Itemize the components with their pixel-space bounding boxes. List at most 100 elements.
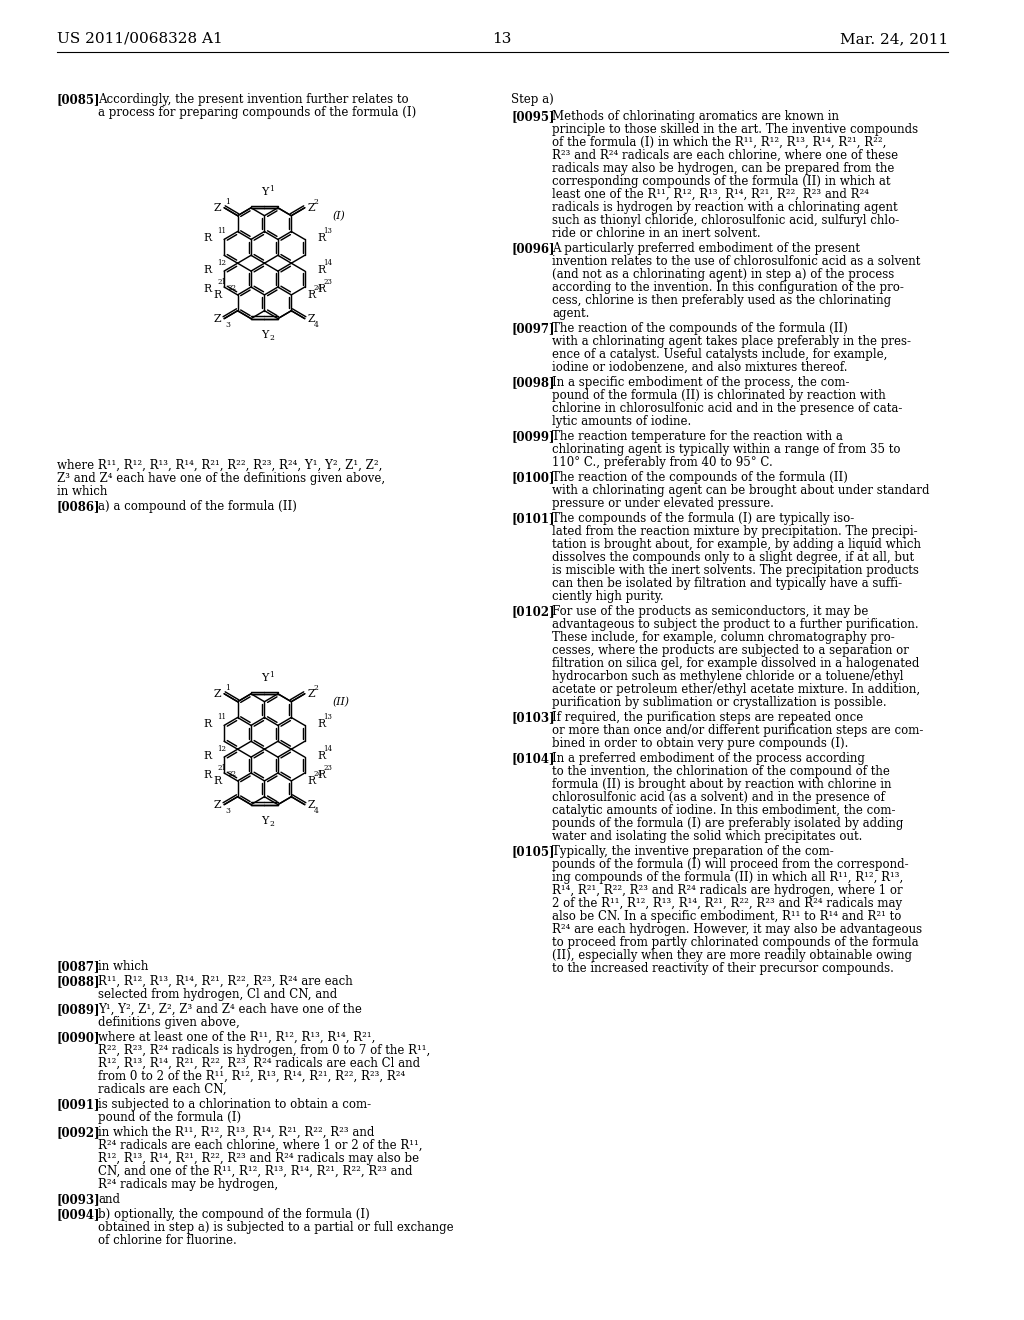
Text: 24: 24 [313,770,323,777]
Text: [0103]: [0103] [511,711,555,723]
Text: ciently high purity.: ciently high purity. [552,590,664,603]
Text: R: R [203,264,211,275]
Text: [0101]: [0101] [511,512,555,525]
Text: 21: 21 [217,277,226,285]
Text: 1: 1 [225,198,230,206]
Text: [0088]: [0088] [56,975,100,987]
Text: or more than once and/or different purification steps are com-: or more than once and/or different purif… [552,723,924,737]
Text: of chlorine for fluorine.: of chlorine for fluorine. [98,1234,237,1247]
Text: Z: Z [307,689,315,698]
Text: agent.: agent. [552,308,590,319]
Text: 14: 14 [324,259,333,267]
Text: ing compounds of the formula (II) in which all R¹¹, R¹², R¹³,: ing compounds of the formula (II) in whi… [552,871,904,884]
Text: tation is brought about, for example, by adding a liquid which: tation is brought about, for example, by… [552,539,922,550]
Text: (II): (II) [333,697,350,706]
Text: Z: Z [307,800,315,809]
Text: [0102]: [0102] [511,605,555,618]
Text: R: R [203,751,211,760]
Text: [0095]: [0095] [511,110,555,123]
Text: is miscible with the inert solvents. The precipitation products: is miscible with the inert solvents. The… [552,564,920,577]
Text: Y: Y [261,673,268,682]
Text: definitions given above,: definitions given above, [98,1016,240,1030]
Text: corresponding compounds of the formula (II) in which at: corresponding compounds of the formula (… [552,176,891,187]
Text: Z³ and Z⁴ each have one of the definitions given above,: Z³ and Z⁴ each have one of the definitio… [56,473,385,484]
Text: Accordingly, the present invention further relates to: Accordingly, the present invention furth… [98,92,409,106]
Text: Z: Z [214,314,221,323]
Text: a process for preparing compounds of the formula (I): a process for preparing compounds of the… [98,106,416,119]
Text: 23: 23 [324,277,333,285]
Text: Z: Z [307,314,315,323]
Text: Typically, the inventive preparation of the com-: Typically, the inventive preparation of … [552,845,835,858]
Text: chlorosulfonic acid (as a solvent) and in the presence of: chlorosulfonic acid (as a solvent) and i… [552,791,886,804]
Text: 2: 2 [269,820,274,828]
Text: cesses, where the products are subjected to a separation or: cesses, where the products are subjected… [552,644,909,657]
Text: 13: 13 [324,713,333,721]
Text: Y: Y [261,186,268,197]
Text: principle to those skilled in the art. The inventive compounds: principle to those skilled in the art. T… [552,123,919,136]
Text: The reaction of the compounds of the formula (II): The reaction of the compounds of the for… [552,471,848,484]
Text: If required, the purification steps are repeated once: If required, the purification steps are … [552,711,863,723]
Text: where R¹¹, R¹², R¹³, R¹⁴, R²¹, R²², R²³, R²⁴, Y¹, Y², Z¹, Z²,: where R¹¹, R¹², R¹³, R¹⁴, R²¹, R²², R²³,… [56,459,382,473]
Text: 24: 24 [313,284,323,292]
Text: pound of the formula (II) is chlorinated by reaction with: pound of the formula (II) is chlorinated… [552,389,886,403]
Text: R²², R²³, R²⁴ radicals is hydrogen, from 0 to 7 of the R¹¹,: R²², R²³, R²⁴ radicals is hydrogen, from… [98,1044,430,1057]
Text: catalytic amounts of iodine. In this embodiment, the com-: catalytic amounts of iodine. In this emb… [552,804,896,817]
Text: can then be isolated by filtration and typically have a suffi-: can then be isolated by filtration and t… [552,577,902,590]
Text: R¹², R¹³, R¹⁴, R²¹, R²², R²³ and R²⁴ radicals may also be: R¹², R¹³, R¹⁴, R²¹, R²², R²³ and R²⁴ rad… [98,1152,419,1166]
Text: a) a compound of the formula (II): a) a compound of the formula (II) [98,500,297,513]
Text: according to the invention. In this configuration of the pro-: according to the invention. In this conf… [552,281,904,294]
Text: such as thionyl chloride, chlorosulfonic acid, sulfuryl chlo-: such as thionyl chloride, chlorosulfonic… [552,214,900,227]
Text: lytic amounts of iodine.: lytic amounts of iodine. [552,414,691,428]
Text: R: R [214,776,221,785]
Text: Y¹, Y², Z¹, Z², Z³ and Z⁴ each have one of the: Y¹, Y², Z¹, Z², Z³ and Z⁴ each have one … [98,1003,361,1016]
Text: 23: 23 [324,763,333,772]
Text: R: R [203,284,211,293]
Text: R: R [317,770,326,780]
Text: 13: 13 [492,32,511,46]
Text: chlorine in chlorosulfonic acid and in the presence of cata-: chlorine in chlorosulfonic acid and in t… [552,403,903,414]
Text: [0085]: [0085] [56,92,100,106]
Text: 4: 4 [313,807,318,814]
Text: bined in order to obtain very pure compounds (I).: bined in order to obtain very pure compo… [552,737,849,750]
Text: Z: Z [214,800,221,809]
Text: with a chlorinating agent can be brought about under standard: with a chlorinating agent can be brought… [552,484,930,498]
Text: 22: 22 [227,284,237,292]
Text: advantageous to subject the product to a further purification.: advantageous to subject the product to a… [552,618,920,631]
Text: In a preferred embodiment of the process according: In a preferred embodiment of the process… [552,752,865,766]
Text: selected from hydrogen, Cl and CN, and: selected from hydrogen, Cl and CN, and [98,987,337,1001]
Text: lated from the reaction mixture by precipitation. The precipi-: lated from the reaction mixture by preci… [552,525,919,539]
Text: ence of a catalyst. Useful catalysts include, for example,: ence of a catalyst. Useful catalysts inc… [552,348,888,360]
Text: 12: 12 [217,744,226,752]
Text: to proceed from partly chlorinated compounds of the formula: to proceed from partly chlorinated compo… [552,936,920,949]
Text: R: R [317,284,326,293]
Text: R²⁴ radicals may be hydrogen,: R²⁴ radicals may be hydrogen, [98,1177,279,1191]
Text: In a specific embodiment of the process, the com-: In a specific embodiment of the process,… [552,376,850,389]
Text: R²³ and R²⁴ radicals are each chlorine, where one of these: R²³ and R²⁴ radicals are each chlorine, … [552,149,898,162]
Text: R: R [203,770,211,780]
Text: [0092]: [0092] [56,1126,100,1139]
Text: [0094]: [0094] [56,1208,100,1221]
Text: CN, and one of the R¹¹, R¹², R¹³, R¹⁴, R²¹, R²², R²³ and: CN, and one of the R¹¹, R¹², R¹³, R¹⁴, R… [98,1166,413,1177]
Text: 11: 11 [217,227,226,235]
Text: The reaction temperature for the reaction with a: The reaction temperature for the reactio… [552,430,844,444]
Text: [0089]: [0089] [56,1003,100,1016]
Text: purification by sublimation or crystallization is possible.: purification by sublimation or crystalli… [552,696,887,709]
Text: [0099]: [0099] [511,430,555,444]
Text: (II), especially when they are more readily obtainable owing: (II), especially when they are more read… [552,949,912,962]
Text: Z: Z [307,203,315,213]
Text: 12: 12 [217,259,226,267]
Text: (I): (I) [333,210,346,220]
Text: 1: 1 [269,671,274,678]
Text: 14: 14 [324,744,333,752]
Text: least one of the R¹¹, R¹², R¹³, R¹⁴, R²¹, R²², R²³ and R²⁴: least one of the R¹¹, R¹², R¹³, R¹⁴, R²¹… [552,187,869,201]
Text: 110° C., preferably from 40 to 95° C.: 110° C., preferably from 40 to 95° C. [552,455,773,469]
Text: filtration on silica gel, for example dissolved in a halogenated: filtration on silica gel, for example di… [552,657,920,671]
Text: 1: 1 [225,684,230,692]
Text: radicals are each CN,: radicals are each CN, [98,1082,226,1096]
Text: obtained in step a) is subjected to a partial or full exchange: obtained in step a) is subjected to a pa… [98,1221,454,1234]
Text: iodine or iodobenzene, and also mixtures thereof.: iodine or iodobenzene, and also mixtures… [552,360,848,374]
Text: For use of the products as semiconductors, it may be: For use of the products as semiconductor… [552,605,868,618]
Text: [0096]: [0096] [511,242,555,255]
Text: formula (II) is brought about by reaction with chlorine in: formula (II) is brought about by reactio… [552,777,892,791]
Text: 13: 13 [324,227,333,235]
